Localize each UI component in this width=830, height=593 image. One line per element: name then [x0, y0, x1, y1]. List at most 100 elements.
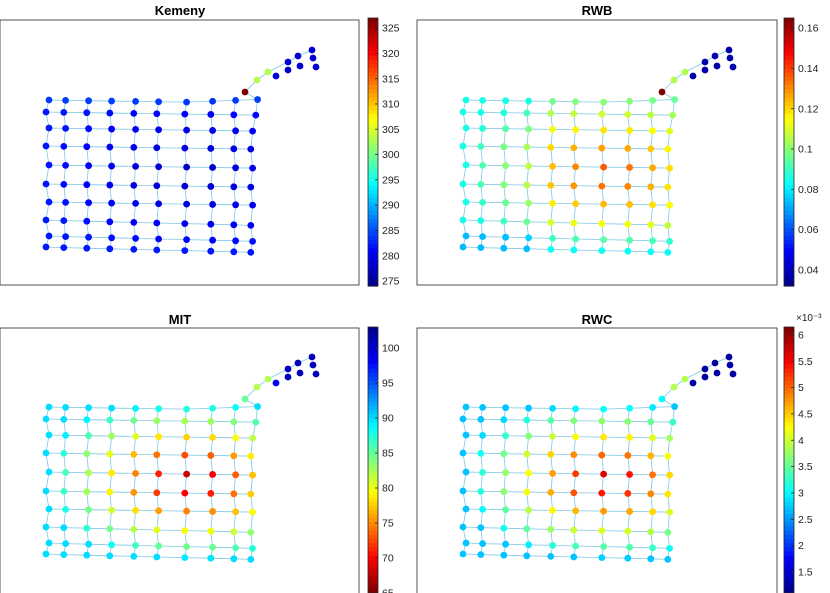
graph-node [502, 404, 509, 412]
colorbar-segment [784, 51, 794, 57]
graph-node [459, 216, 467, 224]
graph-node [525, 506, 532, 514]
graph-node [155, 200, 163, 208]
colorbar-segment [784, 543, 794, 548]
graph-node [183, 236, 191, 244]
graph-node [62, 468, 69, 476]
graph-node [181, 144, 189, 152]
graph-nodes [42, 353, 320, 563]
colorbar-segment [368, 381, 378, 386]
colorbar-tick-label: 85 [382, 448, 394, 460]
graph-edge [63, 220, 87, 222]
graph-node [649, 544, 656, 552]
graph-node [130, 110, 138, 117]
graph-node-tail [253, 383, 261, 391]
graph-node-tail [701, 58, 709, 66]
colorbar-frame [367, 326, 379, 593]
graph-node [666, 127, 673, 135]
graph-node-tail [670, 76, 678, 84]
graph-node [479, 431, 486, 439]
graph-edge [550, 249, 574, 251]
graph-edge [212, 100, 236, 102]
graph-node-reference [658, 88, 666, 96]
graph-node [572, 98, 579, 106]
graph-node-tail [284, 58, 292, 66]
graph-node [664, 222, 672, 229]
colorbar-segment [784, 368, 794, 374]
colorbar-tick-label: 0.16 [798, 23, 819, 35]
colorbar-segment [784, 214, 794, 220]
graph-node [647, 248, 655, 256]
colorbar-tick-label: 0.12 [798, 103, 819, 115]
colorbar-segment [368, 160, 378, 166]
graph-node [230, 528, 238, 536]
graph-node [647, 490, 655, 498]
graph-node [108, 541, 115, 549]
graph-node [462, 468, 470, 476]
colorbar-segment [368, 584, 378, 590]
graph-node [500, 488, 508, 496]
colorbar-segment [784, 227, 794, 233]
graph-edge [210, 223, 234, 226]
graph-node [247, 452, 255, 460]
colorbar-segment [784, 385, 794, 390]
graph-node [45, 198, 53, 206]
graph-node [45, 468, 53, 476]
graph-node [106, 450, 114, 458]
graph-node [598, 451, 606, 459]
graph-node [664, 249, 672, 256]
graph-node [570, 526, 578, 534]
graph-node [671, 403, 678, 410]
panel-kemeny: Kemeny 325 320 315 310 305 300 295 290 285 280 275 [0, 3, 400, 288]
colorbar-segment [368, 497, 378, 503]
colorbar-tick-label: 305 [382, 124, 400, 136]
graph-node [626, 236, 633, 244]
graph-node [209, 97, 217, 105]
graph-node [649, 237, 656, 245]
colorbar-tick-label: 2.5 [798, 514, 813, 526]
colorbar-segment [784, 126, 794, 132]
colorbar-segment [368, 252, 378, 258]
graph-node [130, 246, 138, 253]
graph-node [108, 506, 115, 514]
graph-node [230, 111, 238, 119]
colorbar-segment [368, 59, 378, 65]
graph-node-tail [309, 54, 317, 62]
colorbar-segment [368, 177, 378, 182]
colorbar-segment [368, 430, 378, 436]
colorbar-segment [368, 181, 378, 187]
colorbar-segment [784, 219, 794, 224]
colorbar-segment [368, 105, 378, 111]
graph-node [624, 145, 632, 152]
graph-node [572, 542, 579, 550]
graph-edge [601, 223, 628, 225]
graph-node [479, 540, 486, 547]
colorbar-segment [784, 430, 794, 436]
graph-node [183, 200, 191, 208]
graph-node [108, 432, 115, 440]
colorbar-segment [784, 172, 794, 178]
graph-node [249, 201, 256, 209]
graph-node [60, 180, 68, 188]
colorbar-segment [784, 122, 794, 128]
graph-node [130, 182, 138, 189]
panel-rwc: RWC 6 5.5 5 4.5 4 3.5 3 2.5 2 1.5 ×10⁻³ [416, 312, 822, 593]
colorbar-segment [368, 135, 378, 141]
graph-node [153, 526, 161, 534]
graph-node [549, 235, 556, 242]
graph-node-tail [689, 379, 697, 387]
graph-edge [63, 554, 87, 556]
graph-node [60, 108, 68, 116]
graph-plot [42, 353, 320, 563]
graph-edge [86, 554, 110, 557]
colorbar-segment [784, 443, 794, 449]
graph-node-tail [681, 375, 689, 383]
graph-node [477, 551, 485, 558]
graph-node [523, 525, 531, 533]
graph-edge [267, 368, 289, 380]
graph-edge [603, 546, 630, 548]
graph-node [83, 109, 91, 117]
colorbar-segment [368, 580, 378, 586]
colorbar-segment [784, 143, 794, 149]
colorbar-segment [368, 468, 378, 474]
